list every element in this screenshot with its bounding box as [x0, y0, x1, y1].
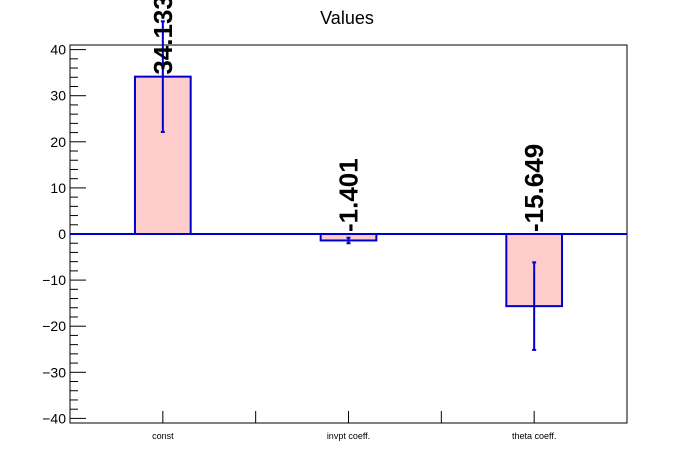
y-axis: −40 −30 −20 −10 0 10 20 30 40 [42, 42, 86, 426]
y-tick-label: −20 [42, 318, 66, 334]
x-axis: const invpt coeff. theta coeff. [152, 411, 556, 441]
y-tick-label: −10 [42, 272, 66, 288]
value-label: 34.133 [148, 0, 178, 75]
y-tick-label: 30 [50, 88, 66, 104]
x-tick-label: invpt coeff. [327, 431, 370, 441]
y-tick-label: −40 [42, 410, 66, 426]
value-label: -15.649 [519, 144, 549, 232]
chart-title: Values [320, 8, 374, 28]
y-tick-label: 20 [50, 134, 66, 150]
error-bars [160, 20, 537, 351]
x-tick-label: const [152, 431, 174, 441]
y-tick-label: 40 [50, 42, 66, 58]
x-tick-label: theta coeff. [512, 431, 556, 441]
y-tick-label: 0 [58, 226, 66, 242]
y-tick-label: −30 [42, 364, 66, 380]
y-tick-label: 10 [50, 180, 66, 196]
value-labels: 34.133 -1.401 -15.649 [148, 0, 549, 232]
value-label: -1.401 [334, 158, 364, 232]
